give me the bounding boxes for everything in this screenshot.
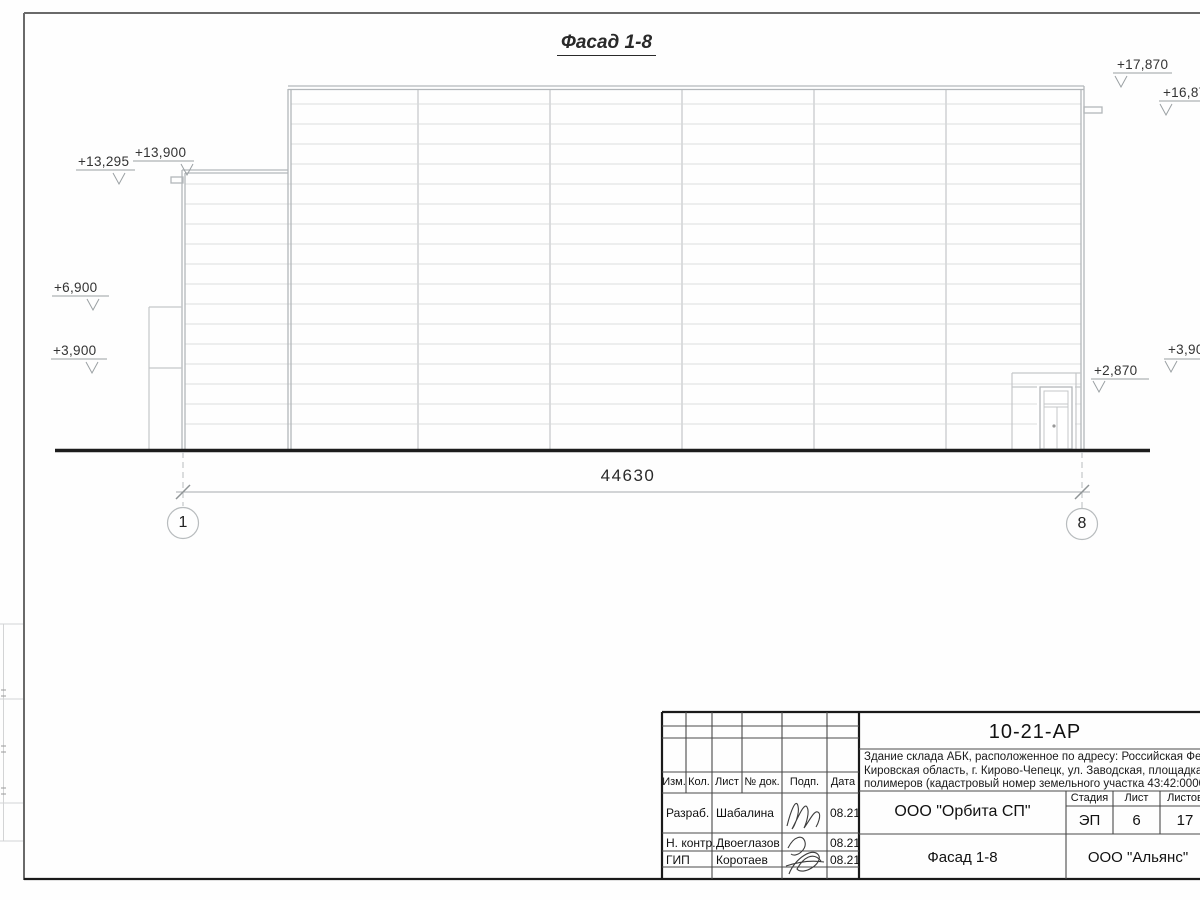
signature-gip xyxy=(785,836,825,875)
elevation-label: +13,900 xyxy=(135,145,187,160)
col-doc: № док. xyxy=(744,776,780,788)
row-name: Двоеглазов xyxy=(716,836,780,850)
elevation-label: +6,900 xyxy=(54,280,98,295)
row-role: Н. контр. xyxy=(666,836,716,850)
entrance-portal xyxy=(1011,372,1081,450)
right-ledge xyxy=(1083,106,1103,114)
door-handle xyxy=(1052,424,1056,428)
row-name: Шабалина xyxy=(716,806,774,820)
stage-label: Стадия xyxy=(1070,792,1109,804)
left-ledge xyxy=(170,176,184,184)
sheet-label: Лист xyxy=(1124,792,1149,804)
document-number: 10-21-АР xyxy=(988,721,1082,743)
axis-bubbles xyxy=(166,506,1099,541)
dimension-value: 44630 xyxy=(600,466,656,485)
col-data: Дата xyxy=(830,776,856,788)
description-line: полимеров (кадастровый номер земельного … xyxy=(864,778,1200,790)
description-line: Здание склада АБК, расположенное по адре… xyxy=(864,751,1200,763)
axis-label-8: 8 xyxy=(1077,515,1087,532)
description-line: Кировская область, г. Кирово-Чепецк, ул.… xyxy=(864,764,1200,777)
elevation-label: +17,870 xyxy=(1117,57,1169,72)
row-date: 08.21 xyxy=(830,853,861,867)
elevation-label: +16,870 xyxy=(1163,85,1200,100)
col-kol: Кол. xyxy=(688,776,710,788)
col-list: Лист xyxy=(715,776,739,788)
signature-razrab xyxy=(786,802,821,830)
drawing-name: Фасад 1-8 xyxy=(927,849,998,866)
row-name: Коротаев xyxy=(716,853,768,867)
elevation-label: +2,870 xyxy=(1094,363,1138,378)
left-annex xyxy=(148,306,182,450)
elevation-label: +3,900 xyxy=(53,343,97,358)
row-role: Разраб. xyxy=(666,806,710,820)
panel-joints-lower xyxy=(185,183,1081,425)
signatures xyxy=(785,802,825,875)
elevation-label: +13,295 xyxy=(78,154,130,169)
building-outline xyxy=(170,85,1103,450)
sheet-frame xyxy=(23,12,1200,880)
panel-joints-upper xyxy=(291,103,1081,165)
row-date: 08.21 xyxy=(830,806,861,820)
sheets-total: 17 xyxy=(1176,812,1194,829)
elevation-label: +3,900 xyxy=(1168,342,1200,357)
sheets-label: Листов xyxy=(1167,792,1200,804)
axis-lines xyxy=(182,452,1083,508)
axis-label-1: 1 xyxy=(178,514,188,531)
left-stamp-lines xyxy=(0,623,23,842)
row-role: ГИП xyxy=(666,853,690,867)
project-description: Здание склада АБК, расположенное по адре… xyxy=(864,751,1200,792)
elevation-marks xyxy=(51,72,1200,394)
row-date: 08.21 xyxy=(830,836,861,850)
col-podp: Подп. xyxy=(789,776,820,788)
left-stamp-marks xyxy=(1,689,6,795)
contractor-name: ООО "Альянс" xyxy=(1087,849,1189,866)
drawing-title: Фасад 1-8 xyxy=(557,32,657,56)
stage-value: ЭП xyxy=(1078,812,1101,829)
door-frame xyxy=(1039,386,1073,450)
panel-joints-vertical xyxy=(417,90,947,449)
company-name: ООО "Орбита СП" xyxy=(894,803,1031,820)
dimension-line xyxy=(175,484,1090,500)
title-block-grid xyxy=(24,710,1200,881)
col-izm: Изм. xyxy=(662,776,686,788)
sheet-number: 6 xyxy=(1132,812,1141,829)
